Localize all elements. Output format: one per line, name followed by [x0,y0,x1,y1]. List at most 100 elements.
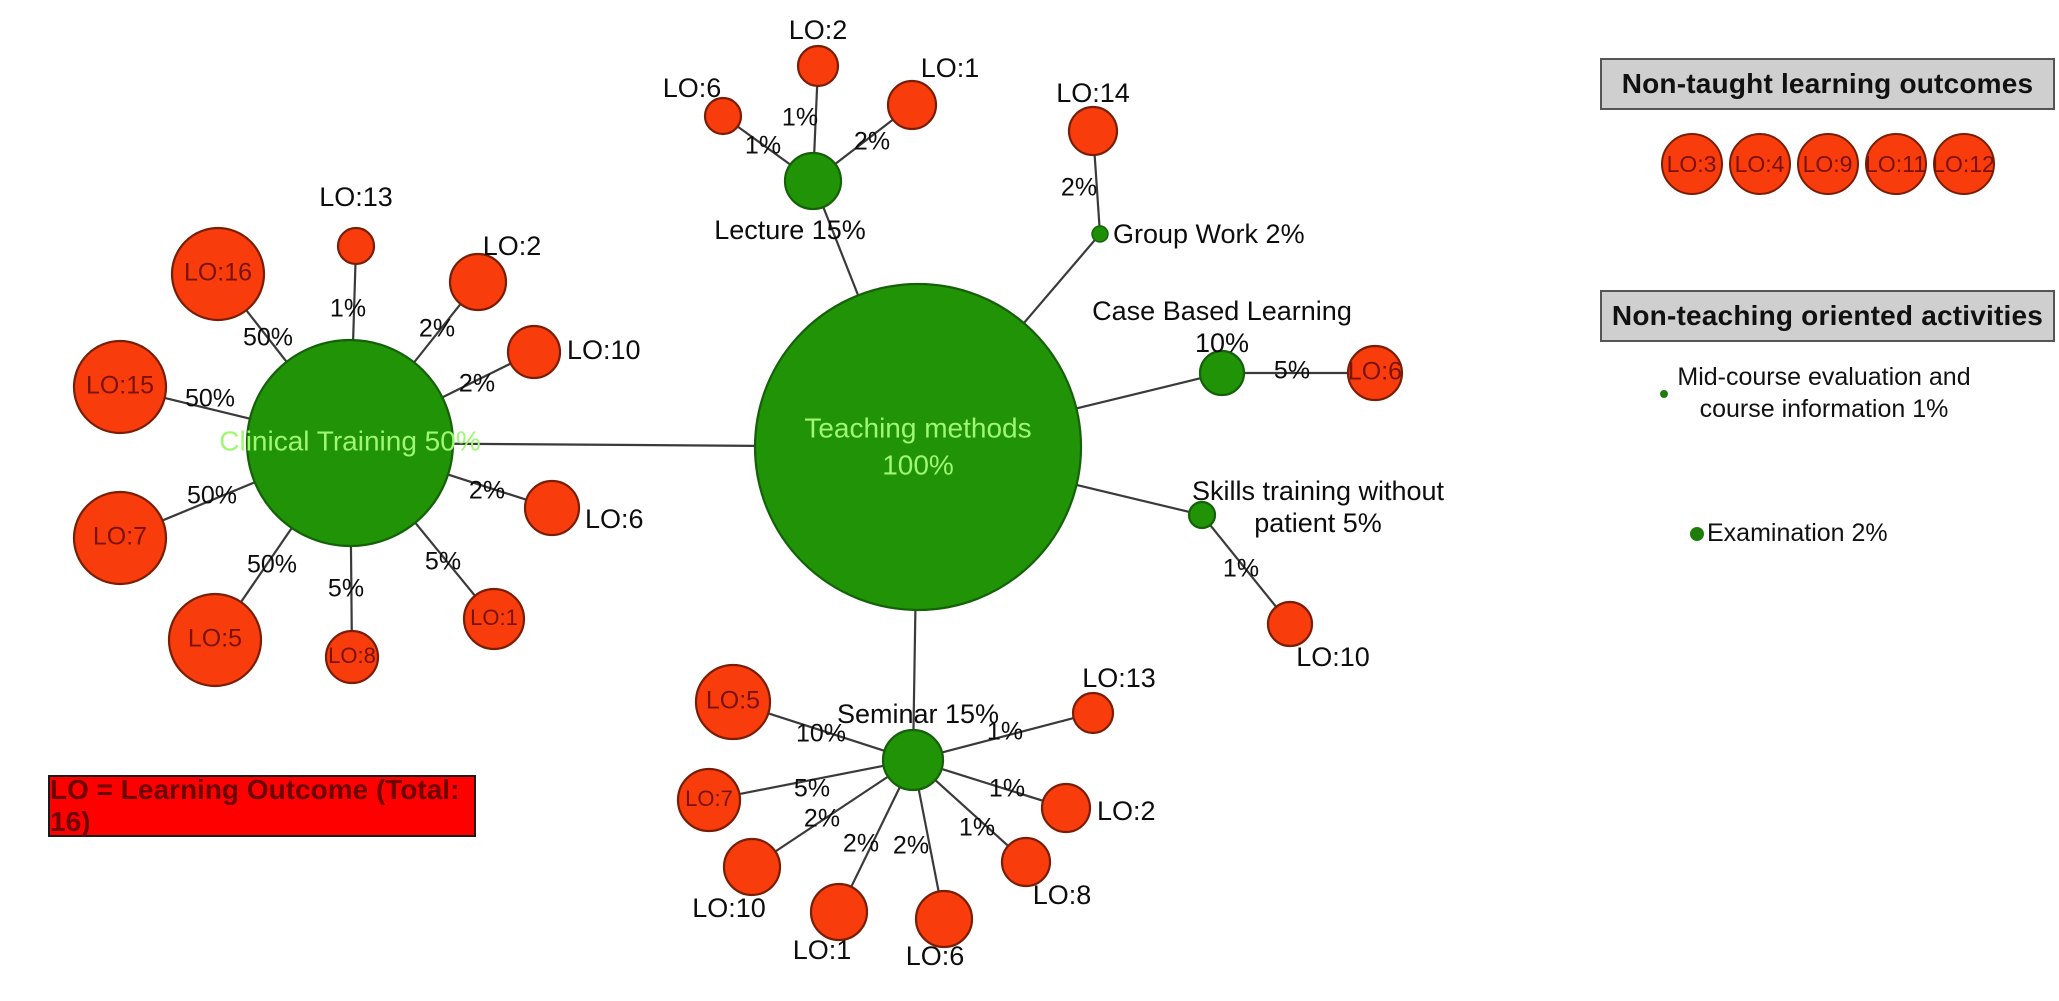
edge-pct-leaf-label-lo-8-23: 1% [959,814,995,842]
node-label-case-based-learning: Case Based Learning [1092,296,1352,326]
edge-pct-leaf-label-lo-1-12: 2% [854,128,890,156]
edge-root-to-skills-training [1076,483,1190,514]
edge-clinical-training-to-leaf-4 [164,396,251,420]
leaf-label-lo-16-0: LO:16 [184,259,252,287]
node-leaf-lo-10-20[interactable] [722,837,782,897]
edge-pct-leaf-label-lo-8-8: 5% [328,575,364,603]
edge-lecture-to-leaf-10 [736,125,791,166]
legend-chip-lo-11[interactable]: LO:11 [1864,133,1927,195]
leaf-label-lo-1-9: LO:1 [470,605,518,630]
node-leaf-lo-2-2[interactable] [448,252,508,312]
leaf-label-lo-2-2: LO:2 [483,231,542,261]
edge-root-to-seminar [912,609,917,731]
leaf-label-lo-2-11: LO:2 [789,15,848,45]
green-dot-icon [1690,526,1704,541]
edge-seminar-to-leaf-22 [917,789,940,892]
node-leaf-lo-2-19[interactable] [1040,782,1092,834]
leaf-label-lo-6-22: LO:6 [906,941,965,971]
node-leaf-lo-15-4[interactable] [72,339,168,435]
node-lecture[interactable] [783,151,843,211]
edge-root-to-lecture [822,206,860,296]
node-leaf-lo-14-13[interactable] [1067,105,1119,157]
edge-clinical-training-to-leaf-0 [245,309,288,363]
edge-clinical-training-to-leaf-1 [352,263,357,341]
edge-clinical-training-to-leaf-3 [441,362,512,399]
node-leaf-lo-16-0[interactable] [170,226,266,322]
node-label-skills-training: Skills training without [1192,476,1445,506]
edge-clinical-training-to-leaf-6 [447,473,527,501]
node-leaf-lo-10-15[interactable] [1266,600,1314,648]
node-leaf-lo-1-12[interactable] [886,79,938,131]
node-case-based-learning[interactable] [1198,349,1246,397]
activity-label-mid-course: Mid-course evaluation and course informa… [1677,363,1971,423]
activity-item-examination: Examination 2% [1690,518,1888,550]
edge-seminar-to-leaf-17 [941,716,1074,754]
legend-lo-banner-text: LO = Learning Outcome (Total: 16) [50,774,460,837]
edge-seminar-to-leaf-23 [934,779,1009,847]
node-leaf-lo-7-18[interactable] [676,767,742,833]
node-leaf-lo-2-11[interactable] [796,44,840,88]
edge-pct-leaf-label-lo-13-1: 1% [330,295,366,323]
leaf-label-lo-5-16: LO:5 [706,687,760,715]
legend-chip-lo-4[interactable]: LO:4 [1728,133,1791,195]
node-group-work[interactable] [1091,225,1109,243]
legend-lo-banner: LO = Learning Outcome (Total: 16) [48,774,476,837]
node-leaf-lo-5-7[interactable] [167,592,263,688]
node-skills-training[interactable] [1187,500,1217,530]
node-label-teaching-methods: Teaching methods [804,412,1031,443]
node-label-clinical-training: Clinical Training 50% [219,425,480,456]
edge-clinical-training-to-leaf-9 [414,522,476,597]
leaf-label-lo-10-3: LO:10 [567,335,641,365]
node-leaf-lo-1-21[interactable] [809,882,869,942]
activity-label-examination: Examination 2% [1707,519,1888,547]
node-seminar[interactable] [881,728,945,792]
leaf-label-lo-15-4: LO:15 [86,372,154,400]
edge-pct-leaf-label-lo-10-15: 1% [1223,555,1259,583]
edge-pct-leaf-label-lo-7-18: 5% [794,775,830,803]
node-leaf-lo-10-3[interactable] [506,324,562,380]
leaf-label-lo-13-1: LO:13 [319,182,393,212]
node-leaf-lo-1-9[interactable] [462,587,526,651]
legend-chip-lo-3[interactable]: LO:3 [1660,133,1723,195]
legend-non-teaching-title: Non-teaching oriented activities [1611,300,2044,331]
edge-pct-leaf-label-lo-2-11: 1% [782,104,818,132]
node-leaf-lo-8-8[interactable] [324,629,380,685]
node-leaf-lo-6-10[interactable] [703,96,743,136]
legend-chip-lo-9[interactable]: LO:9 [1796,133,1859,195]
edge-pct-leaf-label-lo-2-19: 1% [989,775,1025,803]
legend-non-taught-chip-row: LO:3 LO:4 LO:9 LO:11 LO:12 [1600,133,2055,195]
leaf-label-lo-1-12: LO:1 [921,53,980,83]
edge-seminar-to-leaf-19 [941,767,1044,802]
leaf-label-lo-13-17: LO:13 [1082,663,1156,693]
edge-root-to-group-work [1023,239,1096,324]
edge-pct-leaf-label-lo-13-17: 1% [987,718,1023,746]
edge-seminar-to-leaf-20 [774,775,889,853]
node-leaf-lo-6-14[interactable] [1346,344,1404,402]
leaf-label-lo-8-23: LO:8 [1033,880,1092,910]
legend-non-taught-title: Non-taught learning outcomes [1621,68,2034,99]
node-label-seminar: Seminar 15% [837,699,999,729]
edge-seminar-to-leaf-16 [767,712,885,752]
node-leaf-lo-13-1[interactable] [336,226,376,266]
node-leaf-lo-13-17[interactable] [1071,691,1115,735]
leaf-label-lo-1-21: LO:1 [793,935,852,965]
node-leaf-lo-5-16[interactable] [694,663,772,741]
edge-group-work-to-leaf-13 [1093,154,1101,227]
edge-root-to-clinical-training [452,442,756,447]
leaf-label-lo-6-10: LO:6 [663,73,722,103]
node-leaf-lo-8-23[interactable] [1000,836,1052,888]
legend-chip-lo-12[interactable]: LO:12 [1932,133,1995,195]
node-teaching-methods[interactable] [753,282,1083,612]
leaf-label-lo-6-6: LO:6 [585,504,644,534]
node-clinical-training[interactable] [245,338,455,548]
edge-pct-leaf-label-lo-1-21: 2% [843,830,879,858]
legend-non-teaching-title-box: Non-teaching oriented activities [1600,290,2055,342]
node-leaf-lo-6-22[interactable] [914,889,974,949]
node-leaf-lo-7-5[interactable] [72,490,168,586]
node-leaf-lo-6-6[interactable] [523,479,581,537]
node-label-case-based-learning-pct: 10% [1195,328,1249,358]
node-layer [72,44,1404,949]
leaf-label-lo-7-18: LO:7 [685,786,733,811]
leaf-label-lo-2-19: LO:2 [1097,796,1156,826]
